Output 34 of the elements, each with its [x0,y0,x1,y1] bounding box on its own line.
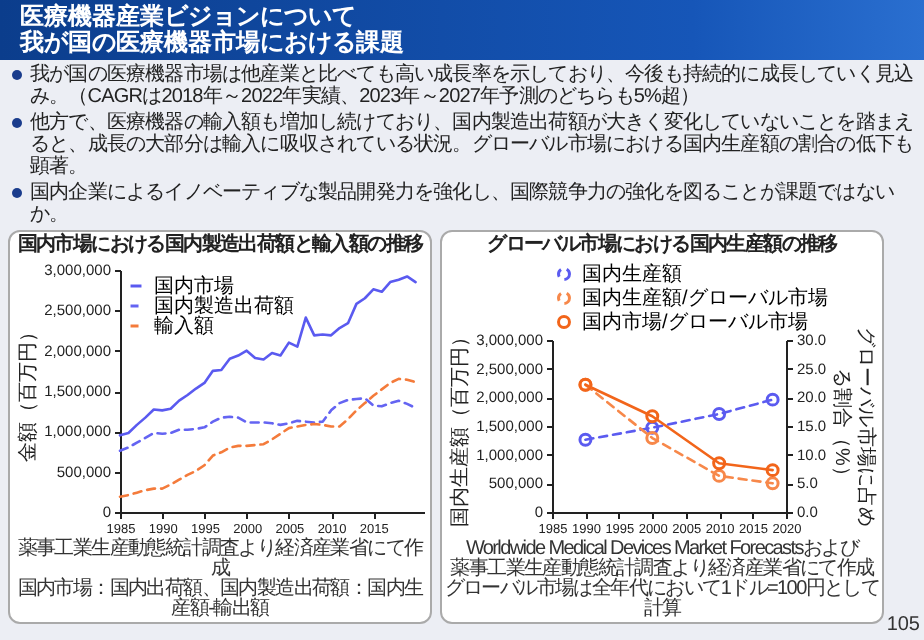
text: グローバル市場は全年代において1ドル=100円として計算 [444,578,880,620]
point [712,468,727,483]
text: 我が国の医療機器市場における課題 [20,28,406,56]
y2-axis-title: グローバル市場に占める割合（%） [830,327,879,527]
line-series [118,396,417,452]
chart-title: 国内市場における国内製造出荷額と輸入額の推移 [15,234,426,258]
legend-label: 国内生産額 [582,262,682,286]
text: 薬事工業生産動態統計調査より経済産業省にて作成 [15,538,426,580]
text: 他方で、医療機器の輸入額も増加し続けており、国内製造出荷額が大きく変化していないことを踏まえると、成長の大部分は輸入に吸収されている状況。グローバル市場における国内生産額の割合の低下も顕著。 [28,112,916,178]
legend-label: 国内市場 [154,274,234,298]
point [765,476,780,491]
line-series [118,377,417,498]
text: 我が国の医療機器市場は他産業と比べても高い成長率を示しており、今後も持続的に成長していく見込み。（CAGRは2018年～2022年実績、2023年～2027年予測のどちらも5%超） [28,64,916,108]
text: 105 [886,614,920,636]
legend-label: 輸入額 [154,314,214,338]
point [712,456,727,471]
legend-label: 国内生産額/グローバル市場 [582,286,828,310]
legend-label: 国内製造出荷額 [154,294,294,318]
text: Worldwide Medical Devices Market Forecastsおよび [465,538,860,560]
text: 国内企業によるイノベーティブな製品開発力を強化し、国際競争力の強化を図ることが課題ではないか。 [28,182,897,226]
line-series [118,275,417,437]
point [578,432,593,447]
point [645,409,660,424]
text: 薬事工業生産動態統計調査より経済産業省にて作成 [450,558,876,580]
text: 国内市場：国内出荷額、国内製造出荷額：国内生産額-輸出額 [15,578,425,620]
point [712,406,727,421]
chart-title: グローバル市場における国内生産額の推移 [485,234,840,258]
y-axis-title: 金額（百万円） [16,322,41,462]
point [645,420,660,435]
legend-label: 国内市場/グローバル市場 [582,310,808,334]
point [645,431,660,446]
text: 医療機器産業ビジョンについて [20,2,356,30]
y-axis-title: 国内生産額（百万円） [448,327,473,527]
point [765,392,780,407]
